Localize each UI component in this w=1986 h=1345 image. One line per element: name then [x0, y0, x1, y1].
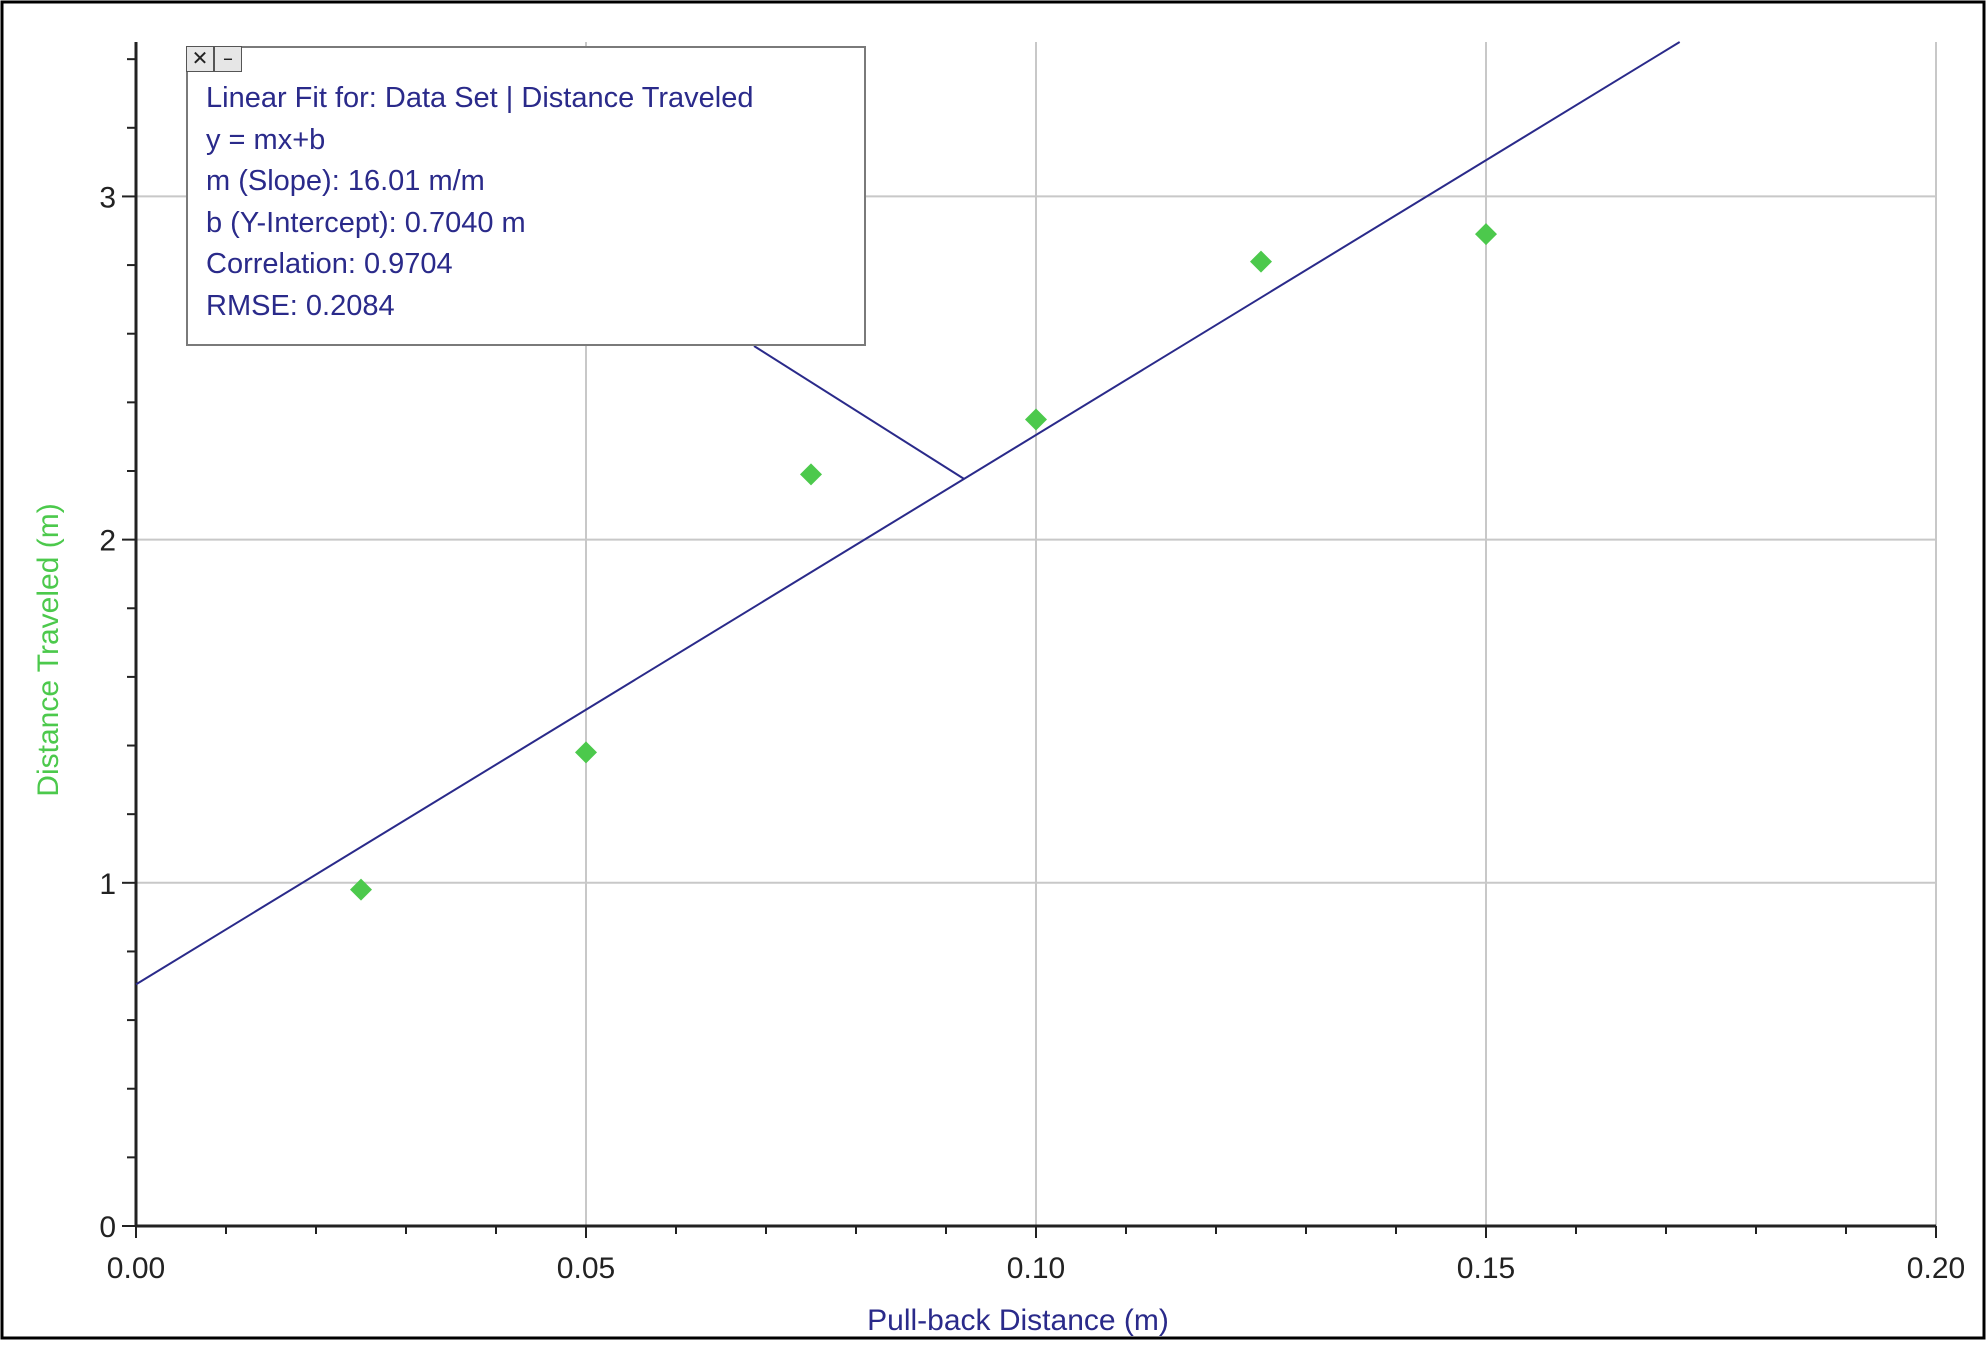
data-point	[800, 463, 822, 486]
y-tick-label: 0	[99, 1211, 116, 1244]
annotation-controls: ✕ –	[186, 46, 242, 74]
fit-intercept: b (Y-Intercept): 0.7040 m	[206, 206, 526, 239]
data-point	[1250, 250, 1272, 273]
data-points	[350, 223, 1497, 901]
x-tick-label: 0.15	[1457, 1252, 1515, 1285]
y-tick-label: 3	[99, 181, 116, 214]
fit-rmse: RMSE: 0.2084	[206, 289, 395, 322]
fit-slope: m (Slope): 16.01 m/m	[206, 165, 485, 197]
fit-line-group	[135, 41, 1681, 986]
data-point	[575, 741, 597, 764]
x-tick-label: 0.10	[1007, 1252, 1065, 1285]
fit-correlation: Correlation: 0.9704	[206, 248, 453, 280]
axes: 0.00 0.05 0.10 0.15 0.20 0 1 2 3	[99, 42, 1965, 1285]
data-point	[1475, 223, 1497, 246]
annotation-leader-line	[753, 345, 965, 480]
data-point	[1025, 408, 1047, 431]
y-tick-label: 2	[99, 525, 116, 558]
y-tick-label: 1	[99, 868, 116, 901]
x-tick-label: 0.20	[1907, 1252, 1965, 1285]
fit-equation: y = mx+b	[206, 123, 326, 156]
linear-fit-annotation[interactable]: ✕ – Linear Fit for: Data Set | Distance …	[186, 46, 866, 346]
minimize-icon[interactable]: –	[214, 46, 242, 72]
close-icon[interactable]: ✕	[186, 46, 214, 72]
y-axis-label: Distance Traveled (m)	[32, 503, 65, 796]
x-tick-label: 0.00	[107, 1252, 165, 1285]
data-point	[350, 878, 372, 901]
x-tick-label: 0.05	[557, 1252, 615, 1285]
fit-line	[135, 41, 1681, 986]
x-axis-label: Pull-back Distance (m)	[867, 1304, 1169, 1337]
fit-title: Linear Fit for: Data Set | Distance Trav…	[206, 82, 754, 114]
